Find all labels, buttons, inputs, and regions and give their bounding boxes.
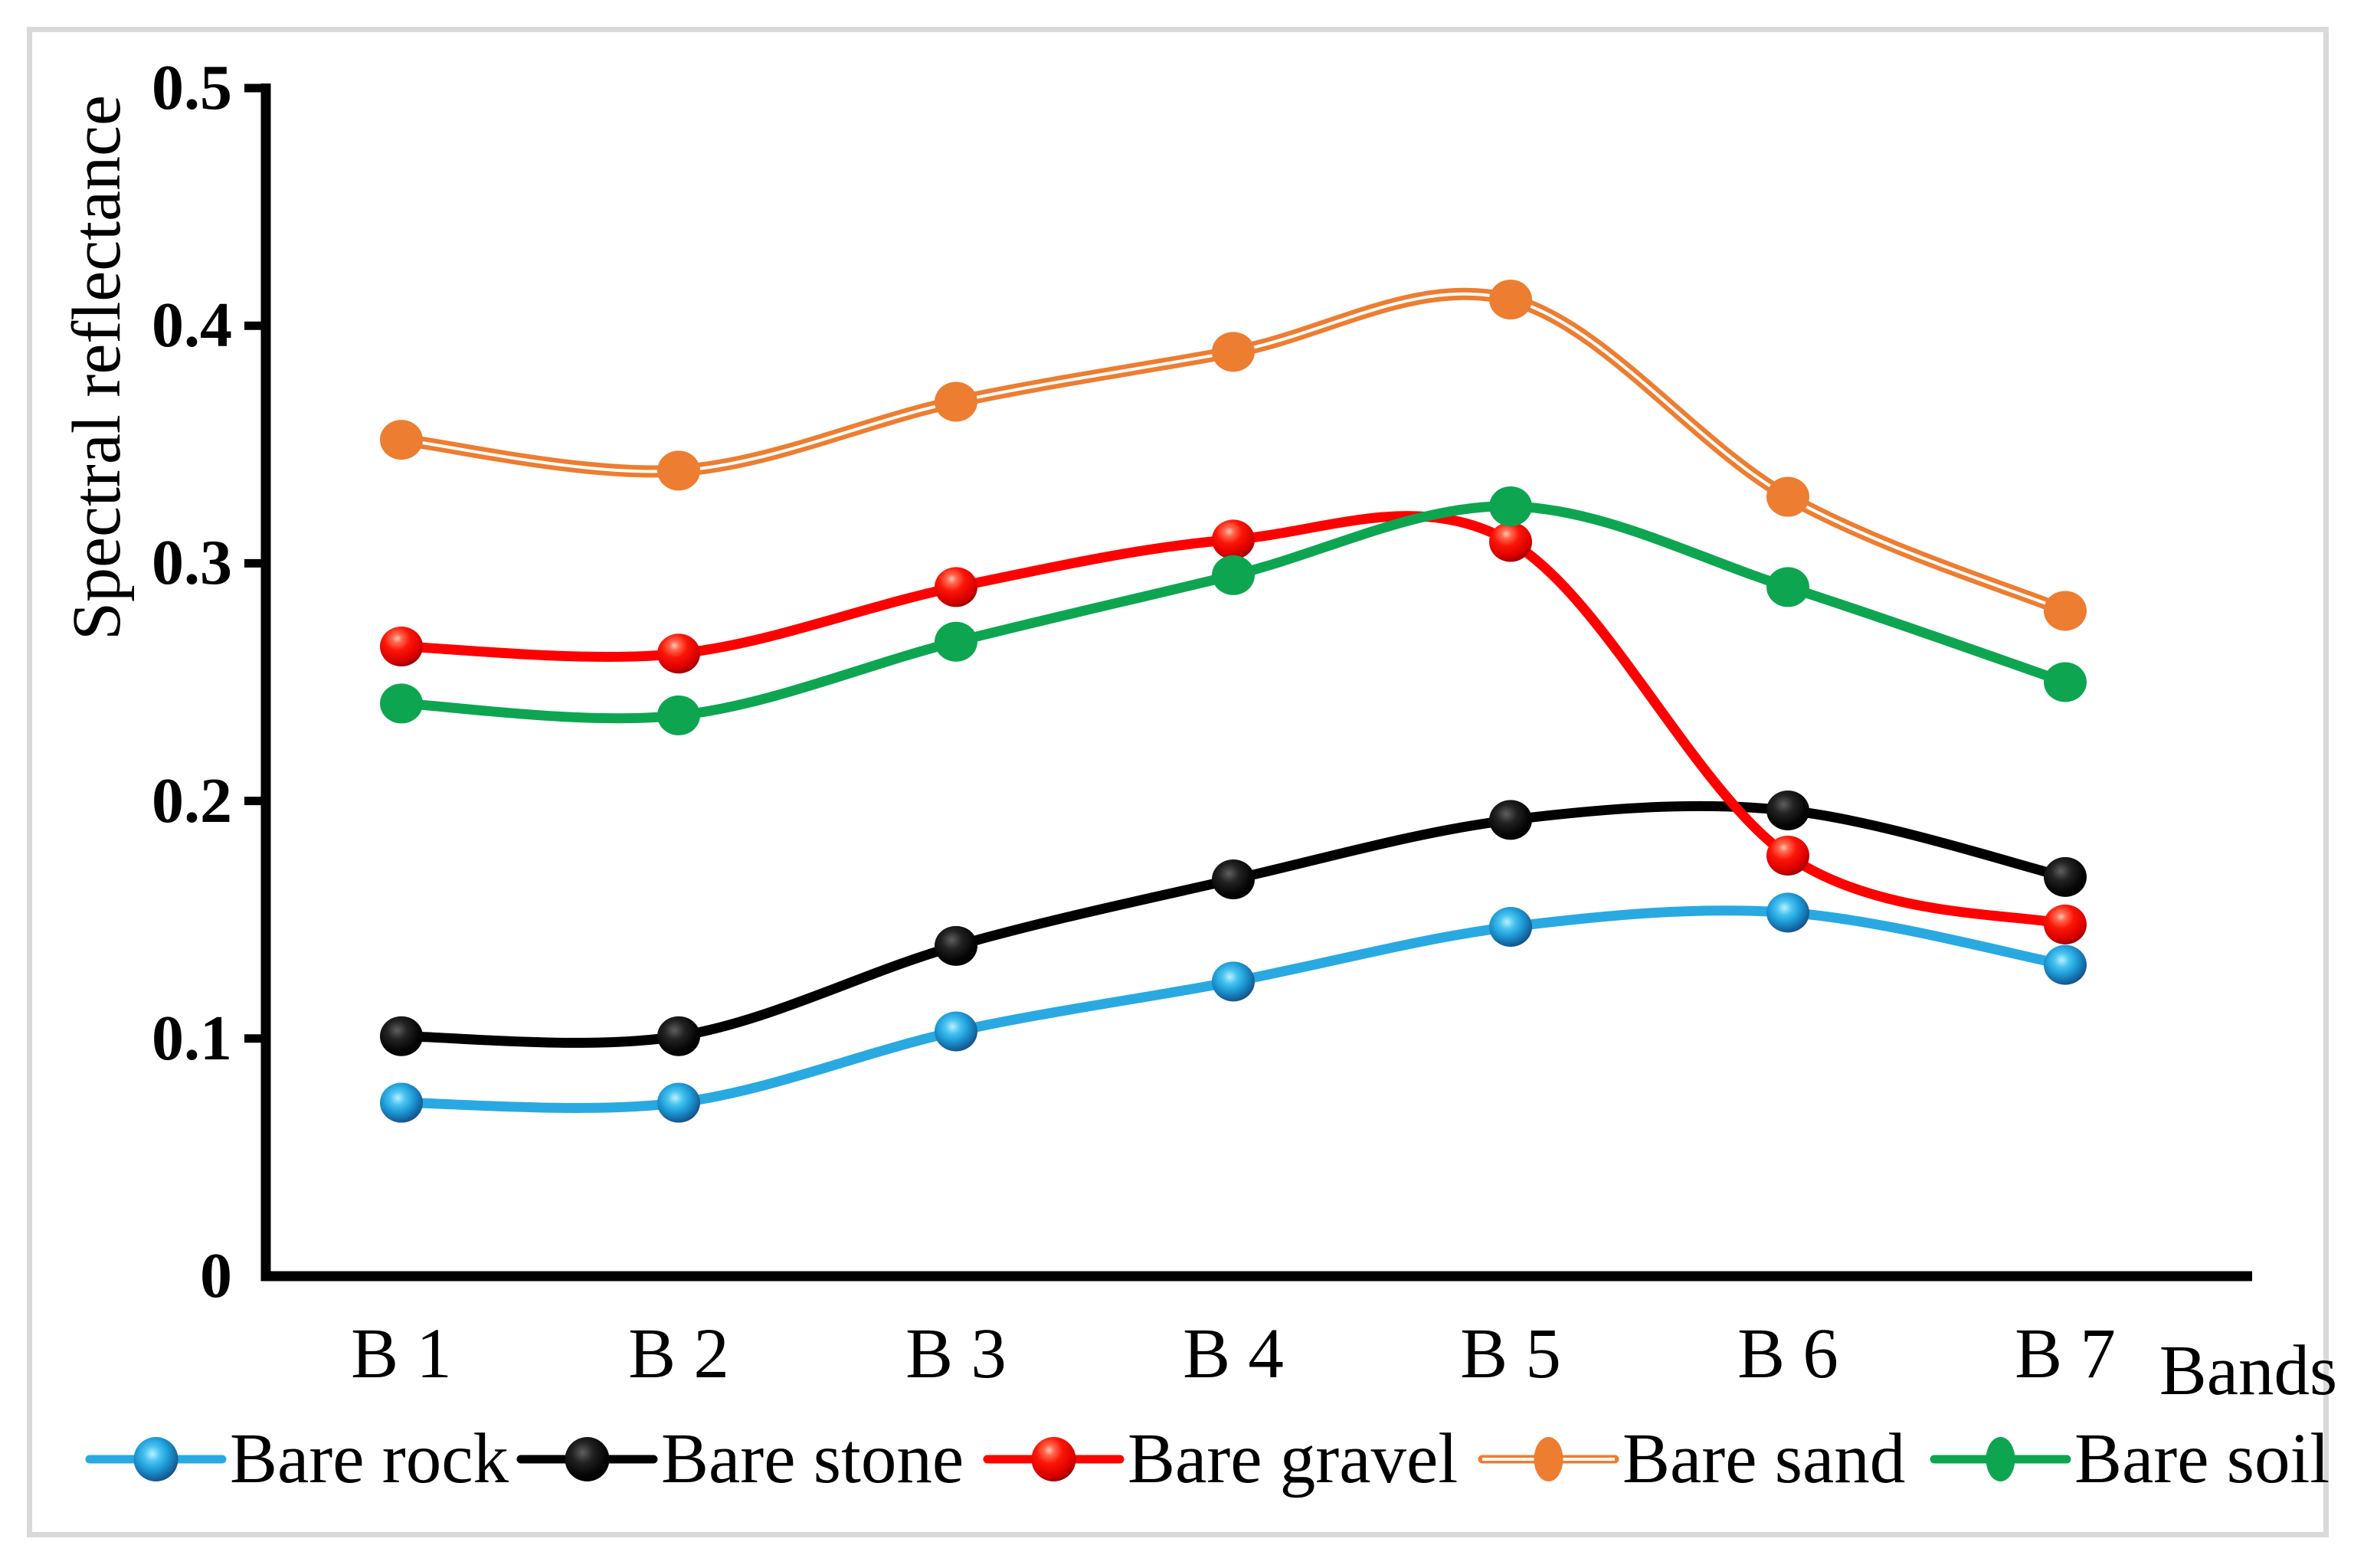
legend-marker-bare-rock	[133, 1437, 178, 1481]
data-point-bare-stone-b-3	[935, 925, 977, 966]
legend-marker-bare-stone	[565, 1437, 610, 1481]
y-tick-label-0.1: 0.1	[152, 1002, 232, 1074]
legend-key-bare-sand	[1478, 1437, 1619, 1481]
data-point-bare-gravel-b-6	[1766, 835, 1809, 876]
data-point-bare-rock-b-7	[2044, 944, 2087, 985]
data-point-bare-sand-b-6	[1766, 476, 1809, 517]
data-point-bare-soil-b-1	[380, 683, 423, 724]
legend-marker-bare-gravel	[1031, 1437, 1076, 1481]
x-tick-label-b-6: B 6	[1737, 1314, 1838, 1393]
data-point-bare-gravel-b-3	[935, 567, 977, 607]
series-line-bare-rock	[396, 905, 2071, 1113]
data-point-bare-stone-b-4	[1212, 859, 1255, 899]
data-point-bare-gravel-b-7	[2044, 904, 2087, 944]
series-bare-stone	[380, 791, 2087, 1056]
legend-key-bare-stone	[516, 1437, 658, 1481]
y-tick-label-0.5: 0.5	[152, 52, 232, 123]
data-point-bare-stone-b-7	[2044, 856, 2087, 897]
x-axis-title: Bands	[2159, 1331, 2338, 1410]
legend-key-bare-gravel	[983, 1437, 1125, 1481]
x-tick-label-b-4: B 4	[1183, 1314, 1284, 1393]
legend-key-bare-rock	[85, 1437, 227, 1481]
legend-label-bare-rock: Bare rock	[230, 1419, 509, 1498]
data-point-bare-sand-b-2	[657, 450, 700, 491]
data-point-bare-rock-b-6	[1766, 892, 1809, 933]
y-tick-label-0.4: 0.4	[152, 290, 232, 362]
legend-label-bare-sand: Bare sand	[1622, 1419, 1906, 1498]
legend-marker-bare-sand	[1534, 1437, 1563, 1481]
data-point-bare-rock-b-1	[380, 1082, 423, 1123]
data-point-bare-soil-b-3	[935, 621, 977, 662]
data-point-bare-stone-b-1	[380, 1016, 423, 1056]
series-bare-soil	[380, 486, 2087, 735]
data-point-bare-sand-b-1	[380, 420, 423, 460]
series-line-bare-stone	[396, 800, 2071, 1048]
data-point-bare-rock-b-2	[657, 1082, 700, 1123]
legend-label-bare-soil: Bare soil	[2074, 1419, 2330, 1498]
data-point-bare-sand-b-4	[1212, 332, 1255, 372]
data-point-bare-rock-b-3	[935, 1011, 977, 1052]
series-bare-rock	[380, 892, 2087, 1123]
series-bare-gravel	[380, 511, 2087, 944]
x-tick-label-b-1: B 1	[351, 1314, 452, 1393]
data-point-bare-rock-b-4	[1212, 961, 1255, 1002]
data-point-bare-gravel-b-1	[380, 626, 423, 666]
data-point-bare-gravel-b-2	[657, 633, 700, 674]
data-point-bare-rock-b-5	[1489, 907, 1532, 948]
figure-border	[27, 27, 2329, 1537]
y-tick-label-0: 0	[200, 1240, 232, 1311]
data-point-bare-soil-b-5	[1489, 486, 1532, 526]
data-point-bare-sand-b-5	[1489, 280, 1532, 320]
y-tick-label-0.3: 0.3	[152, 527, 232, 599]
x-tick-label-b-2: B 2	[628, 1314, 729, 1393]
x-tick-label-b-5: B 5	[1460, 1314, 1561, 1393]
series-bare-sand	[380, 280, 2087, 631]
legend-key-bare-soil	[1930, 1437, 2071, 1481]
data-point-bare-sand-b-3	[935, 381, 977, 422]
data-point-bare-stone-b-6	[1766, 791, 1809, 831]
data-point-bare-gravel-b-4	[1212, 519, 1255, 560]
data-point-bare-stone-b-2	[657, 1016, 700, 1056]
data-point-bare-soil-b-6	[1766, 567, 1809, 607]
x-tick-label-b-7: B 7	[2015, 1314, 2116, 1393]
legend-label-bare-gravel: Bare gravel	[1128, 1419, 1459, 1498]
legend-label-bare-stone: Bare stone	[661, 1419, 964, 1498]
data-point-bare-soil-b-4	[1212, 555, 1255, 595]
data-point-bare-sand-b-7	[2044, 591, 2087, 631]
legend-marker-bare-soil	[1986, 1437, 2015, 1481]
data-point-bare-gravel-b-5	[1489, 522, 1532, 562]
y-tick-label-0.2: 0.2	[152, 764, 232, 836]
data-point-bare-soil-b-2	[657, 695, 700, 735]
x-tick-label-b-3: B 3	[905, 1314, 1007, 1393]
data-point-bare-stone-b-5	[1489, 800, 1532, 840]
data-point-bare-soil-b-7	[2044, 662, 2087, 702]
